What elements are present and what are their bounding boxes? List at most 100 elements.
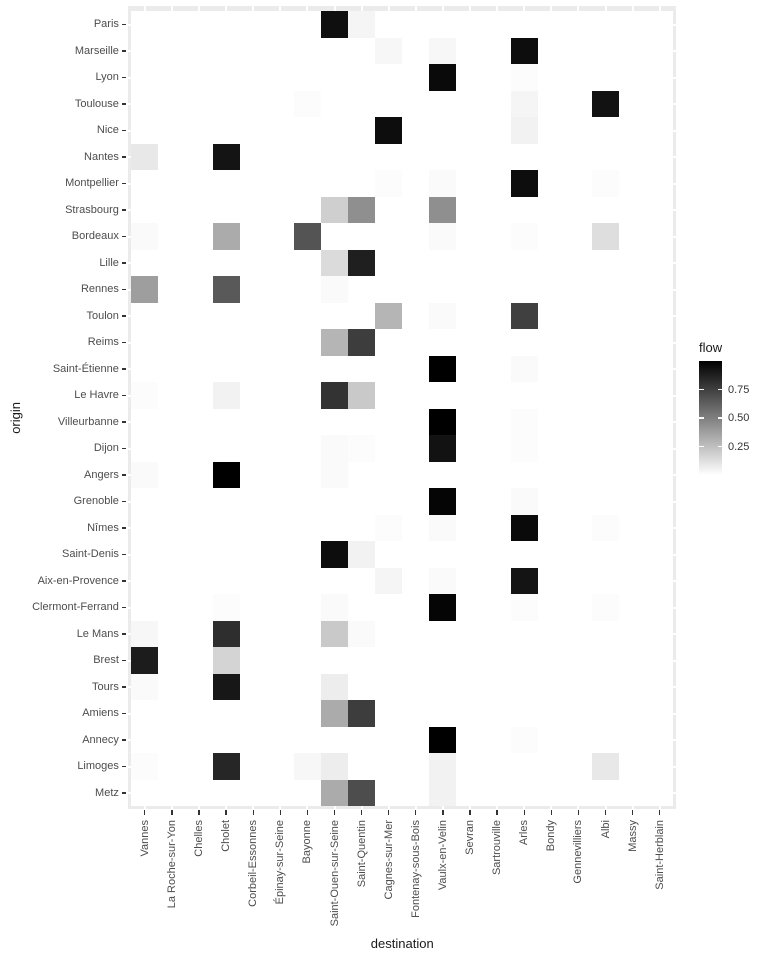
gridline-gap-horizontal (673, 659, 677, 662)
x-axis-tick (333, 810, 336, 815)
heatmap-cell (212, 594, 240, 621)
heatmap-cell (510, 302, 538, 330)
x-axis-label: Bondy (545, 820, 558, 852)
x-axis-tick (225, 810, 227, 815)
heatmap-cell (348, 196, 376, 224)
heatmap-cell (131, 620, 159, 648)
gridline-gap-horizontal (128, 368, 132, 370)
y-axis-tick (121, 288, 127, 291)
y-axis-tick (121, 103, 127, 105)
heatmap-cell (212, 753, 240, 780)
y-axis-tick (121, 527, 127, 529)
heatmap-cell (429, 170, 457, 197)
heatmap-cell (375, 514, 403, 542)
heatmap-cell (348, 700, 376, 727)
gridline-gap-vertical (469, 5, 471, 12)
x-axis-label: Saint-Ouen-sur-Seine (328, 820, 341, 927)
legend-tick (699, 417, 704, 419)
gridline-gap-horizontal (673, 633, 677, 635)
x-axis-tick (388, 810, 390, 815)
gridline-gap-horizontal (673, 103, 677, 105)
heatmap-cell (212, 223, 240, 250)
gridline-gap-vertical (360, 5, 363, 12)
heatmap-cell (348, 11, 376, 38)
heatmap-cell (429, 302, 457, 330)
gridline-gap-horizontal (128, 765, 132, 768)
x-axis-label: Corbeil-Essonnes (247, 820, 260, 907)
x-axis-tick (550, 810, 552, 815)
heatmap-cell (429, 514, 457, 542)
heatmap-cell (510, 37, 538, 65)
heatmap-cell (429, 355, 457, 383)
heatmap-cell (131, 647, 159, 674)
heatmap-cell (348, 779, 376, 807)
gridline-gap-horizontal (128, 182, 132, 185)
gridline-gap-horizontal (673, 235, 677, 238)
heatmap-cell (348, 541, 376, 568)
gridline-gap-horizontal (128, 235, 132, 238)
heatmap-cell (131, 753, 159, 780)
y-axis-tick (121, 23, 127, 26)
x-axis-label: Sevran (464, 820, 476, 855)
gridline-gap-horizontal (673, 447, 677, 450)
x-axis-label: Gennevilliers (572, 820, 585, 884)
gridline-gap-vertical (550, 806, 553, 809)
x-axis-label: Bayonne (301, 820, 314, 864)
heatmap-cell (320, 594, 349, 621)
gridline-gap-vertical (252, 806, 255, 809)
gridline-gap-vertical (198, 806, 200, 809)
legend-tick-label: 0.25 (728, 440, 750, 453)
y-axis-label: Grenoble (73, 495, 119, 507)
heatmap-cell (131, 223, 159, 250)
gridline-gap-horizontal (128, 23, 132, 26)
heatmap-cell (375, 567, 403, 595)
y-axis-tick (121, 500, 127, 503)
heatmap-cell (320, 673, 349, 701)
heatmap-cell (429, 435, 457, 462)
heatmap-cell (131, 143, 159, 171)
gridline-gap-vertical (550, 5, 553, 12)
gridline-gap-vertical (333, 806, 336, 809)
gridline-gap-horizontal (673, 421, 677, 423)
x-axis-label: Vannes (138, 820, 151, 857)
heatmap-cell (212, 276, 240, 303)
x-axis-label: Épinay-sur-Seine (274, 820, 287, 905)
heatmap-cell (320, 276, 349, 303)
gridline-gap-horizontal (673, 50, 677, 52)
x-axis-tick (469, 810, 471, 815)
gridline-gap-horizontal (128, 606, 132, 609)
y-axis-label: Nice (96, 124, 119, 136)
y-axis-label: Paris (93, 18, 119, 30)
y-axis-label: Tours (91, 680, 119, 693)
gridline-gap-horizontal (673, 765, 677, 768)
y-axis-tick (121, 606, 127, 609)
x-axis-label: Cholet (220, 820, 233, 852)
heatmap-cell (212, 620, 240, 648)
gridline-gap-vertical (658, 5, 661, 12)
x-axis-tick (198, 810, 200, 815)
heatmap-cell (429, 567, 457, 595)
y-axis-tick (121, 553, 127, 556)
heatmap-cell (510, 435, 538, 462)
x-axis-tick (496, 810, 498, 815)
gridline-gap-vertical (577, 5, 580, 12)
gridline-gap-horizontal (128, 76, 132, 79)
gridline-gap-horizontal (128, 103, 132, 105)
gridline-gap-horizontal (128, 156, 132, 158)
y-axis-label: Villeurbanne (57, 415, 119, 428)
heatmap-cell (429, 64, 457, 91)
x-axis-tick (604, 810, 607, 815)
legend-tick (699, 445, 704, 448)
heatmap-cell (320, 11, 349, 38)
y-axis-tick (121, 50, 127, 52)
y-axis-tick (121, 686, 127, 688)
gridline-gap-vertical (279, 5, 282, 12)
y-axis-label: Amiens (82, 707, 119, 719)
legend-title: flow (699, 340, 723, 355)
x-axis-label: La Roche-sur-Yon (165, 820, 178, 909)
gridline-gap-horizontal (673, 23, 677, 26)
gridline-gap-horizontal (673, 686, 677, 688)
heatmap-cell (320, 382, 349, 409)
gridline-gap-horizontal (673, 156, 677, 158)
gridline-gap-vertical (252, 5, 255, 12)
